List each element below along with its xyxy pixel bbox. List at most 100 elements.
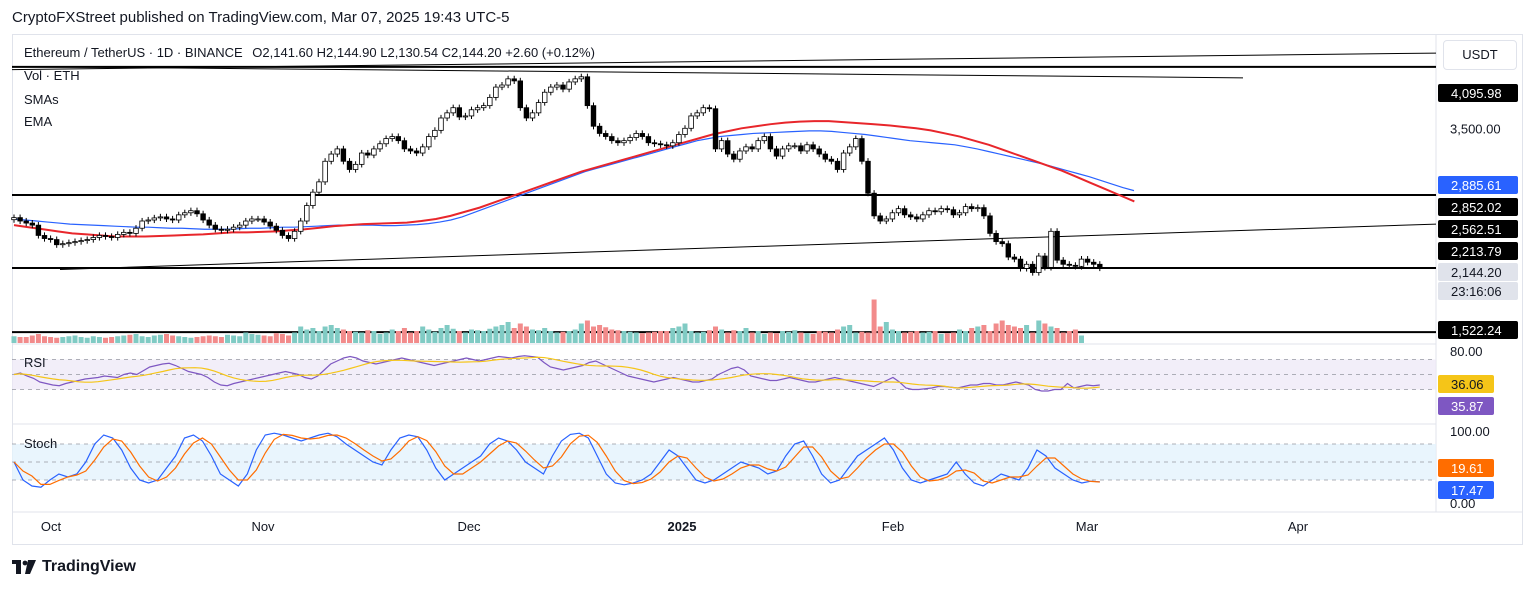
volume-bar: [420, 326, 426, 343]
volume-bar: [670, 328, 676, 343]
candle-body: [566, 81, 572, 90]
legend-sma[interactable]: SMAs: [24, 92, 59, 107]
volume-bar: [896, 331, 901, 343]
price-marker: 23:16:06: [1451, 284, 1502, 299]
candle-body: [90, 237, 96, 240]
footer-brand[interactable]: TradingView: [12, 558, 136, 576]
candle-body: [194, 210, 200, 215]
volume-bar: [627, 331, 633, 343]
stoch-d-line: [13, 433, 1100, 485]
volume-bar: [938, 334, 944, 343]
candle-body: [1017, 258, 1024, 269]
volume-bar: [798, 332, 804, 343]
volume-bar: [792, 330, 798, 343]
candle-body: [657, 143, 664, 146]
currency-button[interactable]: USDT: [1443, 40, 1517, 70]
volume-bar: [316, 331, 322, 343]
candle-body: [920, 214, 926, 220]
candle-body: [243, 220, 249, 226]
candle-body: [975, 207, 981, 210]
candle-body: [798, 145, 804, 152]
candle-body: [938, 208, 944, 213]
candle-body: [102, 235, 109, 237]
candle-body: [840, 152, 847, 170]
volume-bar: [164, 334, 169, 343]
volume-bar: [816, 331, 822, 343]
rsi-ma-line: [13, 356, 1100, 389]
volume-bar: [237, 336, 243, 343]
candle-body: [365, 152, 371, 156]
candle-body: [755, 140, 761, 150]
volume-bar: [786, 331, 792, 343]
ema-line: [13, 120, 1135, 238]
legend-rsi[interactable]: RSI: [24, 355, 46, 370]
volume-bar: [1042, 323, 1048, 343]
legend-vol[interactable]: Vol · ETH: [24, 68, 80, 83]
volume-bar: [682, 323, 688, 343]
volume-bar: [737, 331, 743, 343]
candle-body: [261, 218, 267, 223]
candle-body: [188, 210, 194, 214]
candle-body: [761, 136, 767, 142]
candle-body: [413, 150, 420, 154]
candle-body: [871, 192, 877, 217]
volume-bar: [182, 337, 188, 343]
candle-body: [590, 105, 597, 127]
volume-bar: [932, 331, 938, 343]
candle-body: [1042, 255, 1048, 268]
volume-bar: [688, 331, 694, 343]
volume-bar: [231, 335, 237, 343]
x-axis-label: Mar: [1076, 519, 1099, 534]
price-marker: 1,522.24: [1451, 323, 1502, 338]
candle-body: [487, 96, 493, 107]
candle-body: [609, 136, 615, 142]
candle-body: [1005, 243, 1011, 258]
candle-body: [139, 220, 145, 229]
volume-bar: [328, 325, 334, 343]
price-marker-bg: [1438, 242, 1518, 260]
footer-brand-text: TradingView: [42, 558, 136, 575]
volume-bar: [225, 334, 230, 343]
legend-ema[interactable]: EMA: [24, 114, 53, 129]
rsi-axis-tick: 80.00: [1450, 344, 1483, 359]
volume-bar: [218, 337, 224, 343]
candle-body: [1036, 255, 1042, 273]
candle-body: [310, 191, 316, 206]
candle-body: [60, 243, 66, 246]
volume-bar: [353, 331, 359, 343]
volume-bar: [902, 332, 908, 343]
volume-bar: [408, 332, 413, 343]
candle-body: [1066, 263, 1072, 266]
volume-bar: [475, 330, 481, 343]
legend-stoch[interactable]: Stoch: [24, 436, 58, 451]
volume-bar: [743, 328, 749, 343]
candle-body: [560, 84, 566, 90]
candle-body: [1011, 256, 1018, 260]
volume-bar: [749, 332, 755, 343]
volume-bar: [871, 299, 877, 343]
volume-bar: [1036, 320, 1042, 343]
volume-bar: [694, 332, 700, 343]
candle-body: [895, 208, 902, 214]
volume-bar: [877, 326, 883, 343]
candle-body: [297, 220, 304, 232]
chart-frame[interactable]: [12, 34, 1523, 545]
candle-body: [249, 218, 255, 222]
candle-body: [901, 208, 908, 216]
trendline-lower: [59, 223, 1437, 270]
sma-line: [13, 130, 1135, 230]
stoch-marker: 19.61: [1451, 461, 1484, 476]
candle-body: [285, 235, 292, 239]
legend-ohlc: O2,141.60 H2,144.90 L2,130.54 C2,144.20 …: [252, 45, 595, 60]
volume-bar: [597, 325, 603, 343]
candle-body: [304, 205, 310, 222]
volume-bar: [767, 332, 773, 343]
volume-bar: [66, 336, 72, 343]
volume-bar: [426, 329, 432, 343]
volume-bar: [560, 331, 566, 343]
legend-symbol[interactable]: Ethereum / TetherUS · 1D · BINANCE: [24, 45, 243, 60]
candle-body: [236, 224, 243, 228]
candle-body: [474, 107, 481, 111]
volume-bar: [115, 336, 121, 343]
